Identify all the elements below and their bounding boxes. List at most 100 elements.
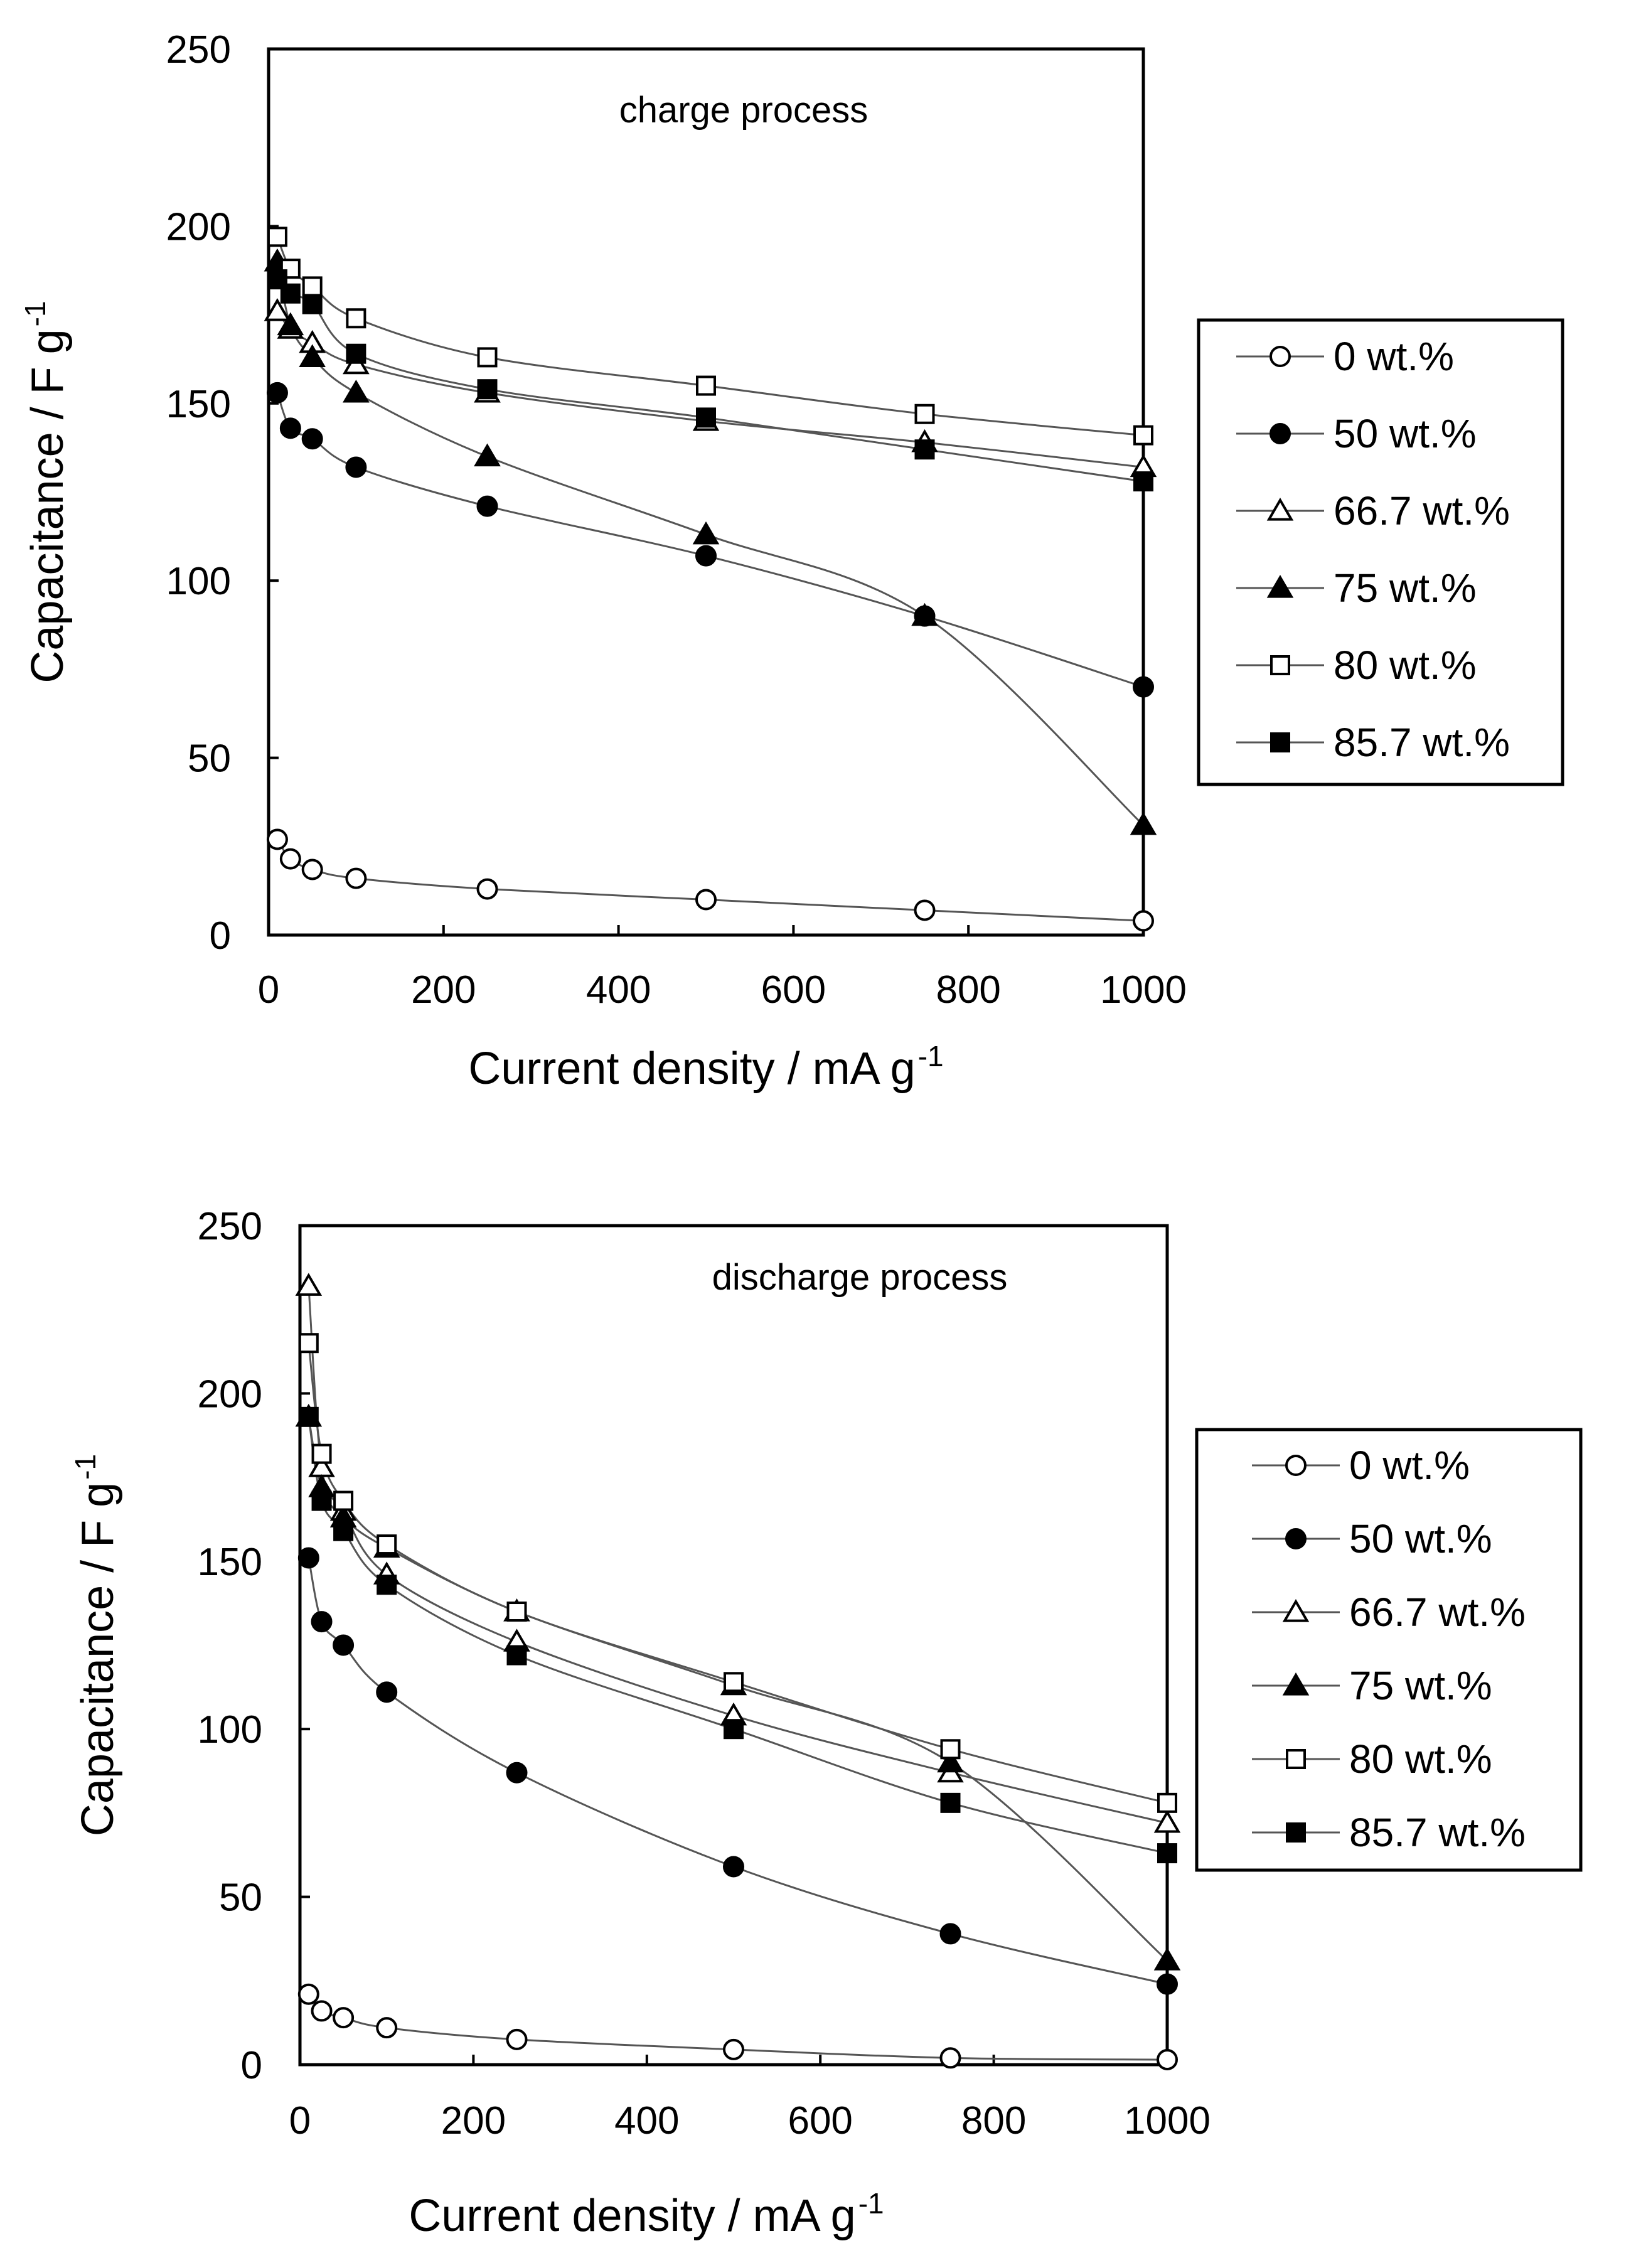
data-point [343,379,370,403]
data-point [940,1739,961,1760]
data-point [301,428,323,450]
series-line-2 [307,1286,1168,1824]
series-markers-5 [298,1406,1177,1864]
legend-frame [1195,1428,1583,1872]
data-point [333,1634,355,1656]
y-tick-label: 200 [198,1372,262,1416]
legend-marker-icon [1286,1749,1306,1769]
data-point [280,283,301,304]
data-point [377,1575,397,1595]
y-tick-label: 250 [198,1205,262,1248]
chart-charge: 0 50 100 150 200 250 0 200 400 600 800 1000 Current … [19,28,1564,1094]
data-point [295,1273,323,1296]
legend-label: 75 wt.% [1334,565,1477,611]
y-tick-label: 100 [198,1708,262,1752]
data-point [333,1490,354,1511]
data-point [266,382,288,404]
data-point [506,2028,528,2050]
legend-marker-icon [1266,575,1294,598]
legend-item: 50 wt.% [1252,1516,1492,1561]
data-point [277,312,304,336]
x-tick-label: 400 [586,968,651,1012]
data-point [299,344,326,367]
series-markers-5 [267,269,1153,492]
series-markers-0 [266,828,1154,932]
chart-discharge: 0 50 100 150 200 250 0 200 400 600 800 1000 Current … [69,1205,1583,2241]
y-tick-label: 150 [166,383,231,426]
data-point [939,1923,961,1945]
data-point [696,375,716,396]
y-axis-title: Capacitance / F g-1 [19,301,73,683]
x-tick-label: 0 [258,968,279,1012]
data-point [298,1333,319,1354]
legend: 0 wt.% 50 wt.% 66.7 wt.% 75 wt.% 80 wt.% 85.7… [1197,318,1564,786]
legend-marker-icon [1270,423,1291,444]
series-markers-4 [298,1333,1177,1813]
data-point [695,545,717,567]
x-tick-label: 400 [614,2099,679,2142]
data-point [311,1490,332,1511]
data-point [723,2038,744,2060]
legend-label: 0 wt.% [1349,1443,1470,1488]
y-tick-label: 0 [210,914,231,958]
data-point [911,602,938,626]
plot-area-frame [298,1224,1169,2067]
data-point [1133,425,1153,446]
data-point [724,1672,744,1693]
data-point [476,495,498,517]
data-point [1157,1792,1177,1813]
data-point [301,859,323,880]
legend-item: 75 wt.% [1252,1663,1492,1708]
x-axis-title: Current density / mA g-1 [468,1040,943,1094]
series-markers-0 [297,1983,1178,2070]
data-point [345,456,367,478]
data-point [692,521,720,545]
data-point [914,899,936,921]
legend-marker-icon [1270,346,1291,367]
legend-marker-icon [1282,1599,1310,1622]
y-tick-label: 0 [241,2044,262,2087]
legend-item: 85.7 wt.% [1236,720,1510,765]
legend-frame [1197,318,1564,786]
data-point [298,1406,319,1427]
data-point [267,227,287,247]
legend-item: 80 wt.% [1236,643,1477,688]
legend-marker-icon [1282,1672,1310,1696]
data-point [937,1749,964,1773]
x-tick-label: 600 [761,968,826,1012]
data-point [506,1762,528,1784]
data-point [723,1856,744,1878]
data-point [1133,910,1154,932]
data-point [345,867,367,889]
legend-item: 0 wt.% [1236,334,1454,379]
data-point [914,439,935,460]
legend-marker-icon [1285,1528,1307,1549]
legend: 0 wt.% 50 wt.% 66.7 wt.% 75 wt.% 80 wt.% 85.7… [1195,1428,1583,1872]
y-tick-label: 200 [166,205,231,249]
legend-label: 50 wt.% [1349,1516,1492,1561]
legend-item: 66.7 wt.% [1252,1590,1526,1635]
y-tick-label: 250 [166,28,231,72]
data-point [266,828,288,850]
x-tick-label: 800 [936,968,1000,1012]
data-point [1157,1843,1177,1864]
legend-item: 50 wt.% [1236,411,1477,456]
data-point [476,878,498,900]
legend-item: 0 wt.% [1252,1443,1470,1488]
legend-label: 66.7 wt.% [1349,1590,1526,1635]
series-markers-1 [297,1547,1178,1995]
data-point [1133,676,1154,698]
data-point [377,1534,397,1555]
y-tick-label: 50 [219,1876,262,1920]
data-point [1153,1809,1181,1833]
data-point [1133,471,1153,492]
legend-marker-icon [1285,1455,1307,1476]
data-point [1157,1973,1178,1995]
data-point [297,1983,319,2005]
legend-marker-icon [1270,655,1290,675]
data-point [695,889,717,911]
data-point [333,2007,355,2029]
data-point [311,1443,332,1464]
data-point [506,1602,527,1622]
data-point [346,343,366,364]
